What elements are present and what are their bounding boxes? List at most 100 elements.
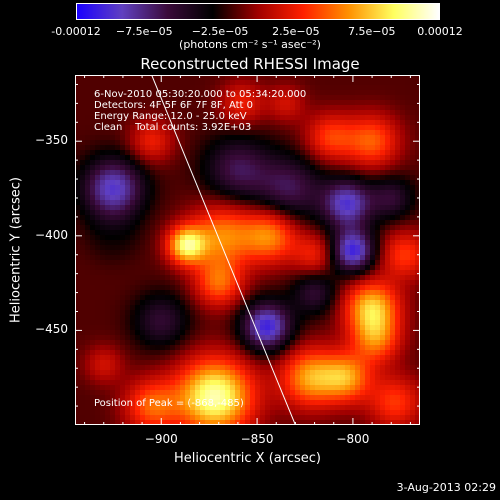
heatmap-cell <box>165 335 171 341</box>
heatmap-cell <box>220 315 226 321</box>
heatmap-cell <box>145 120 151 126</box>
heatmap-cell <box>125 285 131 291</box>
heatmap-cell <box>85 335 91 341</box>
heatmap-cell <box>95 375 101 381</box>
heatmap-cell <box>175 250 181 256</box>
heatmap-cell <box>215 385 221 391</box>
heatmap-cell <box>110 115 116 121</box>
heatmap-cell <box>250 380 256 386</box>
heatmap-cell <box>245 290 251 296</box>
heatmap-cell <box>130 285 136 291</box>
heatmap-cell <box>405 210 411 216</box>
heatmap-cell <box>275 150 281 156</box>
heatmap-cell <box>320 90 326 96</box>
heatmap-cell <box>125 380 131 386</box>
heatmap-cell <box>230 340 236 346</box>
heatmap-cell <box>375 330 381 336</box>
heatmap-cell <box>240 115 246 121</box>
heatmap-cell <box>140 220 146 226</box>
heatmap-cell <box>205 290 211 296</box>
heatmap-cell <box>160 110 166 116</box>
heatmap-cell <box>170 355 176 361</box>
heatmap-cell <box>200 240 206 246</box>
heatmap-cell <box>315 400 321 406</box>
heatmap-cell <box>375 200 381 206</box>
heatmap-cell <box>130 225 136 231</box>
heatmap-cell <box>285 95 291 101</box>
heatmap-cell <box>160 195 166 201</box>
heatmap-cell <box>315 215 321 221</box>
heatmap-cell <box>275 385 281 391</box>
heatmap-cell <box>300 100 306 106</box>
heatmap-cell <box>190 180 196 186</box>
heatmap-cell <box>395 265 401 271</box>
heatmap-cell <box>140 255 146 261</box>
heatmap-cell <box>90 390 96 396</box>
colorbar-tick-label: 7.5e−05 <box>348 25 396 38</box>
heatmap-cell <box>190 245 196 251</box>
heatmap-cell <box>320 250 326 256</box>
heatmap-cell <box>335 195 341 201</box>
heatmap-cell <box>360 370 366 376</box>
heatmap-cell <box>180 255 186 261</box>
heatmap-cell <box>180 155 186 161</box>
heatmap-cell <box>220 225 226 231</box>
heatmap-cell <box>275 130 281 136</box>
heatmap-cell <box>145 270 151 276</box>
heatmap-cell <box>120 295 126 301</box>
heatmap-cell <box>85 285 91 291</box>
heatmap-cell <box>310 285 316 291</box>
heatmap-cell <box>360 205 366 211</box>
heatmap-cell <box>400 155 406 161</box>
heatmap-cell <box>185 125 191 131</box>
heatmap-cell <box>400 380 406 386</box>
heatmap-cell <box>140 390 146 396</box>
heatmap-cell <box>175 210 181 216</box>
heatmap-cell <box>80 235 86 241</box>
heatmap-cell <box>85 350 91 356</box>
heatmap-cell <box>95 350 101 356</box>
heatmap-cell <box>170 360 176 366</box>
heatmap-cell <box>250 405 256 411</box>
heatmap-cell <box>235 365 241 371</box>
heatmap-cell <box>230 250 236 256</box>
heatmap-cell <box>250 345 256 351</box>
heatmap-cell <box>150 80 156 86</box>
heatmap-cell <box>330 365 336 371</box>
heatmap-cell <box>255 90 261 96</box>
heatmap-cell <box>330 245 336 251</box>
heatmap-cell <box>330 75 336 81</box>
heatmap-cell <box>95 115 101 121</box>
heatmap-cell <box>280 345 286 351</box>
heatmap-cell <box>175 140 181 146</box>
heatmap-cell <box>150 320 156 326</box>
heatmap-cell <box>295 400 301 406</box>
heatmap-cell <box>80 115 86 121</box>
heatmap-cell <box>125 200 131 206</box>
heatmap-cell <box>250 195 256 201</box>
heatmap-cell <box>325 105 331 111</box>
heatmap-cell <box>135 90 141 96</box>
heatmap-cell <box>310 305 316 311</box>
heatmap-cell <box>120 410 126 416</box>
heatmap-cell <box>370 270 376 276</box>
heatmap-cell <box>355 295 361 301</box>
heatmap-cell <box>150 335 156 341</box>
heatmap-cell <box>365 85 371 91</box>
heatmap-cell <box>140 260 146 266</box>
heatmap-cell <box>125 205 131 211</box>
heatmap-cell <box>115 95 121 101</box>
heatmap-cell <box>205 265 211 271</box>
heatmap-cell <box>375 135 381 141</box>
heatmap-cell <box>335 115 341 121</box>
heatmap-cell <box>290 180 296 186</box>
heatmap-cell <box>165 190 171 196</box>
heatmap-cell <box>210 240 216 246</box>
heatmap-cell <box>345 270 351 276</box>
heatmap-cell <box>290 85 296 91</box>
heatmap-cell <box>180 195 186 201</box>
heatmap-cell <box>285 305 291 311</box>
heatmap-cell <box>305 195 311 201</box>
heatmap-cell <box>285 375 291 381</box>
heatmap-cell <box>390 115 396 121</box>
